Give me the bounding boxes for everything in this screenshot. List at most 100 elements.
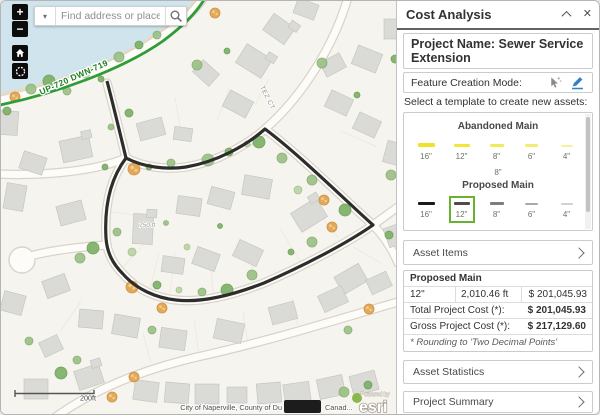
template-item[interactable]: 16" <box>413 137 440 165</box>
scale-bar: 200ft <box>14 390 97 403</box>
street-label: TEZ CT <box>258 85 276 111</box>
home-button[interactable] <box>12 45 28 61</box>
template-item[interactable]: 4" <box>554 196 580 223</box>
attribution-right: Canad... <box>325 403 353 412</box>
template-line-swatch <box>560 203 573 205</box>
template-item-label: 6" <box>527 209 536 219</box>
cost-summary-table: Proposed Main 12" 2,010.46 ft $ 201,045.… <box>403 270 593 352</box>
attribution: City of Naperville, County of Du Canad..… <box>179 400 353 413</box>
total-cost-value: $ 201,045.93 <box>527 305 586 316</box>
existing-sewer-line[interactable] <box>1 1 208 107</box>
select-pointer-icon[interactable] <box>548 75 563 90</box>
map-canvas[interactable]: UP-720 DWN-719 TEZ CT 750 ft 200ft City … <box>1 1 396 415</box>
template-line-swatch <box>417 201 435 205</box>
template-line-swatch <box>525 144 538 147</box>
template-item-label: 4" <box>562 151 571 161</box>
minus-icon: − <box>16 22 24 36</box>
template-line-swatch <box>560 144 573 147</box>
template-line-swatch <box>489 202 504 205</box>
template-line-swatch <box>489 143 504 147</box>
template-item[interactable]: 16" <box>413 196 440 223</box>
search-box[interactable]: ▾ <box>34 6 187 26</box>
locate-button[interactable] <box>12 63 28 79</box>
draw-pencil-icon[interactable] <box>570 75 585 90</box>
abandoned-main-row: 16" 12" 8" 6" 4" <box>404 137 592 165</box>
esri-wordmark: esri <box>359 399 387 415</box>
basemap: UP-720 DWN-719 TEZ CT 750 ft 200ft City … <box>1 1 396 415</box>
template-item[interactable]: 8" <box>484 196 510 223</box>
template-line-swatch <box>525 202 538 205</box>
template-item-label: 6" <box>527 151 536 161</box>
template-picker: Abandoned Main 16" 12" 8" 6" 4" 8" Proposed … <box>403 112 593 231</box>
project-summary-label: Project Summary <box>413 396 494 408</box>
cul-de-sac <box>8 246 36 274</box>
template-item-label: 16" <box>420 209 432 219</box>
template-line-swatch <box>453 201 470 205</box>
template-picker-label: Select a template to create new assets: <box>404 96 588 108</box>
template-item-label: 16" <box>420 151 432 161</box>
plus-icon: + <box>16 5 24 19</box>
chevron-right-icon <box>573 366 585 378</box>
template-item-label: 12" <box>455 209 468 219</box>
table-row: 12" 2,010.46 ft $ 201,045.93 <box>404 287 592 303</box>
search-icon <box>170 10 182 22</box>
attribution-overlay <box>284 400 321 413</box>
group-title-abandoned-main: Abandoned Main <box>457 121 539 132</box>
total-project-cost-row: Total Project Cost (*): $ 201,045.93 <box>404 303 592 319</box>
rounding-note: * Rounding to 'Two Decimal Points' <box>410 337 558 348</box>
template-item[interactable]: 8" <box>484 137 510 165</box>
search-source-dropdown[interactable]: ▾ <box>35 7 56 25</box>
cost-analysis-panel: Cost Analysis ✕ Project Name: Sewer Serv… <box>396 1 599 414</box>
search-input[interactable] <box>56 7 165 25</box>
gross-cost-value: $ 217,129.60 <box>527 321 586 332</box>
asset-statistics-section[interactable]: Asset Statistics <box>403 360 593 384</box>
locate-icon <box>15 66 25 76</box>
attribution-left: City of Naperville, County of Du <box>180 403 282 412</box>
proposed-main-route[interactable] <box>104 80 375 303</box>
template-item-label: 8" <box>492 209 501 219</box>
panel-body: Project Name: Sewer Service Extension Fe… <box>397 30 599 414</box>
group-title-proposed-main: Proposed Main <box>462 179 534 191</box>
home-icon <box>15 48 25 57</box>
collapse-panel-icon[interactable] <box>561 10 572 21</box>
panel-title: Cost Analysis <box>406 7 492 22</box>
asset-items-label: Asset Items <box>413 246 468 259</box>
esri-logo: Powered by esri <box>352 392 390 415</box>
powered-by-label: Powered by <box>360 392 389 398</box>
template-item-extra-label[interactable]: 8" <box>494 167 502 177</box>
template-item[interactable]: 6" <box>519 196 545 223</box>
template-item-label: 4" <box>562 209 571 219</box>
asset-statistics-label: Asset Statistics <box>413 366 485 378</box>
trees <box>2 7 396 403</box>
project-summary-section[interactable]: Project Summary <box>403 391 593 413</box>
table-header: Proposed Main <box>404 271 592 287</box>
panel-header: Cost Analysis ✕ <box>397 1 599 30</box>
gross-cost-label: Gross Project Cost (*): <box>410 321 511 332</box>
search-button[interactable] <box>165 7 186 25</box>
template-line-swatch <box>417 143 435 147</box>
close-icon[interactable]: ✕ <box>582 8 592 20</box>
feature-creation-mode-box: Feature Creation Mode: <box>403 72 593 93</box>
chevron-right-icon <box>573 246 585 259</box>
zoom-in-button[interactable]: + <box>12 4 28 20</box>
proposed-main-row: 16" 12" 8" 6" 4" <box>404 195 592 223</box>
project-name-box: Project Name: Sewer Service Extension <box>403 33 593 69</box>
gross-project-cost-row: Gross Project Cost (*): $ 217,129.60 <box>404 319 592 335</box>
template-item[interactable]: 12" <box>448 195 475 223</box>
asset-items-section[interactable]: Asset Items <box>403 240 593 265</box>
total-cost-label: Total Project Cost (*): <box>410 305 505 316</box>
template-item-label: 12" <box>455 151 468 161</box>
template-scrollbar-track[interactable] <box>585 114 591 229</box>
cell-length: 2,010.46 ft <box>456 287 522 302</box>
chevron-right-icon <box>573 396 585 408</box>
template-item[interactable]: 12" <box>449 137 475 165</box>
distance-label: 750 ft <box>139 222 156 229</box>
caret-down-icon: ▾ <box>42 11 47 21</box>
template-scrollbar-thumb[interactable] <box>586 117 590 212</box>
template-item-label: 8" <box>492 151 501 161</box>
template-item[interactable]: 4" <box>554 137 580 165</box>
scale-label: 200ft <box>80 394 96 403</box>
template-item[interactable]: 6" <box>519 137 545 165</box>
zoom-out-button[interactable]: − <box>12 21 28 37</box>
